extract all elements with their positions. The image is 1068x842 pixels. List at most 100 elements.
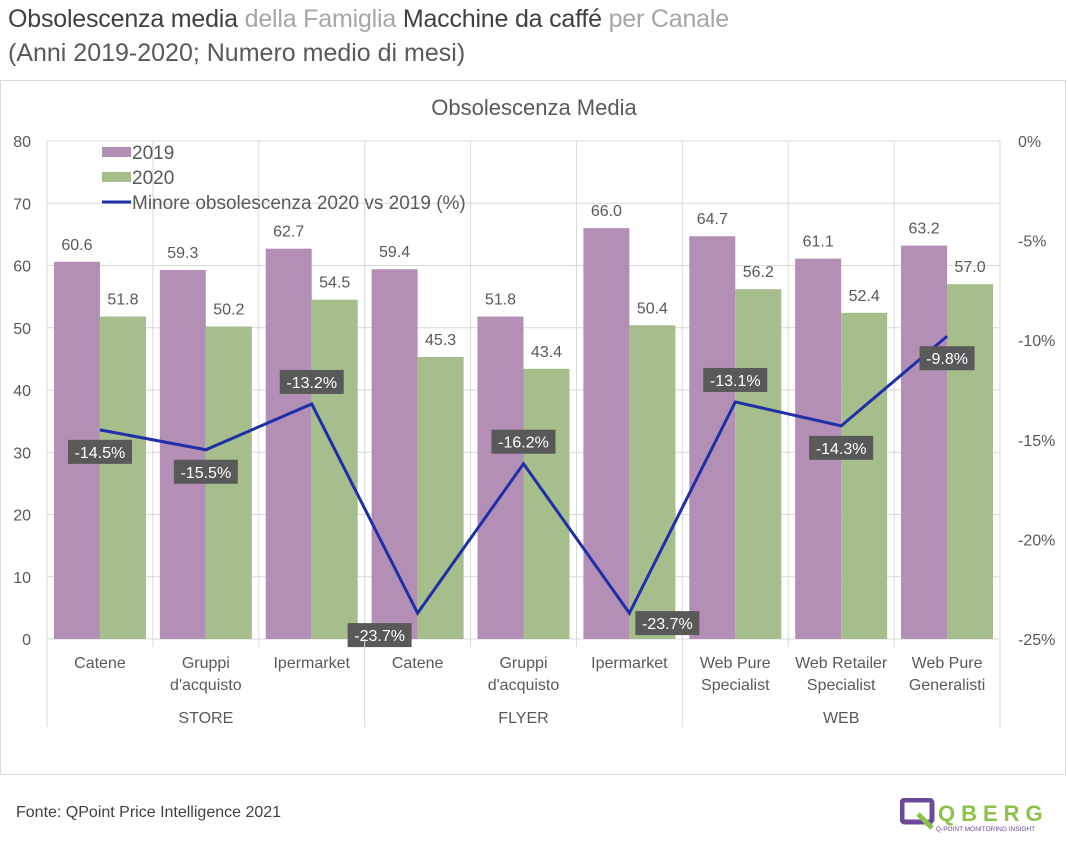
bar-label-2019: 63.2 bbox=[908, 221, 939, 238]
bar-2019 bbox=[265, 248, 312, 639]
bar-2019 bbox=[371, 269, 418, 639]
y-left-tick-label: 20 bbox=[13, 508, 31, 525]
bar-label-2020: 57.0 bbox=[954, 259, 985, 276]
line-label-box bbox=[173, 459, 238, 484]
legend-label-2019: 2019 bbox=[132, 143, 174, 164]
category-label: Catene bbox=[392, 655, 444, 672]
bar-label-2020: 56.2 bbox=[743, 264, 774, 281]
bar-2020 bbox=[311, 299, 358, 639]
title-part: Macchine da caffé bbox=[402, 5, 602, 33]
legend-label-line: Minore obsolescenza 2020 vs 2019 (%) bbox=[132, 193, 466, 214]
line-label-box bbox=[635, 611, 700, 636]
bar-2020 bbox=[841, 312, 888, 639]
category-label: Specialist bbox=[701, 677, 770, 694]
bar-2019 bbox=[901, 245, 948, 639]
bar-2020 bbox=[947, 284, 994, 639]
title-part: per Canale bbox=[601, 5, 730, 33]
line-label: -14.3% bbox=[816, 441, 867, 458]
line-label-box bbox=[809, 435, 874, 460]
title-part: Obsolescenza media bbox=[8, 5, 238, 33]
y-left-tick-label: 70 bbox=[13, 196, 31, 213]
logo-text: QBERG bbox=[938, 801, 1049, 826]
bar-labels: 60.6 51.8 59.3 50.2 62.7 54.5 59.4 45.3 51.8 43.4… bbox=[61, 203, 985, 361]
line-label: -15.5% bbox=[180, 465, 231, 482]
category-label: Web Pure bbox=[700, 655, 771, 672]
bar-label-2019: 62.7 bbox=[273, 224, 304, 241]
bar-2020 bbox=[523, 368, 570, 639]
line-label: -16.2% bbox=[498, 435, 549, 452]
y-right-tick-label: -10% bbox=[1018, 333, 1055, 350]
line-label: -23.7% bbox=[642, 616, 693, 633]
line-label: -13.2% bbox=[286, 375, 337, 392]
legend-swatch-2020 bbox=[102, 172, 131, 182]
y-left-tick-label: 10 bbox=[13, 570, 31, 587]
line-label: -23.7% bbox=[354, 628, 405, 645]
category-label: d'acquisto bbox=[488, 677, 560, 694]
bar-label-2020: 45.3 bbox=[425, 332, 456, 349]
category-label: Catene bbox=[74, 655, 126, 672]
y-left-tick-label: 40 bbox=[13, 383, 31, 400]
bar-label-2020: 54.5 bbox=[319, 275, 350, 292]
group-label: FLYER bbox=[498, 710, 548, 727]
bar-label-2019: 61.1 bbox=[803, 234, 834, 251]
category-label: Gruppi bbox=[182, 655, 230, 672]
category-label: d'acquisto bbox=[170, 677, 242, 694]
page-subtitle: (Anni 2019-2020; Numero medio di mesi) bbox=[8, 39, 466, 67]
chart-title: Obsolescenza Media bbox=[431, 95, 637, 120]
category-label: Web Pure bbox=[912, 655, 983, 672]
category-label: Generalisti bbox=[909, 677, 985, 694]
group-label: STORE bbox=[178, 710, 233, 727]
bar-2020 bbox=[417, 357, 464, 639]
logo-tagline: Q-POINT MONITORING INSIGHT bbox=[936, 826, 1035, 833]
line-label: -14.5% bbox=[75, 445, 126, 462]
title-part: della Famiglia bbox=[237, 5, 403, 33]
bar-2019 bbox=[689, 236, 736, 639]
line-label-box bbox=[919, 346, 975, 371]
y-left-tick-label: 80 bbox=[13, 134, 31, 151]
category-label: Web Retailer bbox=[795, 655, 888, 672]
bar-label-2019: 51.8 bbox=[485, 292, 516, 309]
y-left-tick-label: 50 bbox=[13, 321, 31, 338]
y-left-tick-label: 30 bbox=[13, 445, 31, 462]
bar-2019 bbox=[477, 316, 524, 639]
bar-label-2019: 59.3 bbox=[167, 245, 198, 262]
source-note: Fonte: QPoint Price Intelligence 2021 bbox=[16, 804, 282, 821]
y-left-tick-label: 60 bbox=[13, 259, 31, 276]
line-label-box bbox=[279, 369, 344, 394]
qberg-logo: QBERG Q-POINT MONITORING INSIGHT bbox=[900, 798, 1049, 833]
y-right-tick-label: -15% bbox=[1018, 433, 1055, 450]
y-left-tick-label: 0 bbox=[22, 632, 31, 649]
line-label-box bbox=[347, 623, 412, 648]
line-label-box bbox=[703, 367, 768, 392]
bar-label-2019: 59.4 bbox=[379, 244, 410, 261]
bar-label-2020: 50.2 bbox=[213, 302, 244, 319]
y-right-tick-label: 0% bbox=[1018, 134, 1041, 151]
bar-label-2019: 60.6 bbox=[61, 237, 92, 254]
bar-2020 bbox=[99, 316, 146, 639]
legend: 2019 2020 Minore obsolescenza 2020 vs 2019… bbox=[100, 143, 466, 214]
bar-label-2020: 52.4 bbox=[849, 288, 880, 305]
line-label-box bbox=[67, 439, 132, 464]
legend-label-2020: 2020 bbox=[132, 168, 174, 189]
group-label: WEB bbox=[823, 710, 859, 727]
bar-label-2020: 43.4 bbox=[531, 344, 562, 361]
line-label: -9.8% bbox=[926, 351, 968, 368]
bar-2020 bbox=[629, 325, 676, 639]
bar-2019 bbox=[583, 228, 630, 639]
bar-2020 bbox=[735, 289, 782, 639]
bar-label-2019: 64.7 bbox=[697, 211, 728, 228]
bar-2019 bbox=[159, 269, 206, 639]
axes: 0 10 20 30 40 50 60 70 80 0% -5% -10% -15% -20% -25% ST… bbox=[13, 134, 1055, 727]
bar-label-2020: 51.8 bbox=[107, 292, 138, 309]
category-label: Ipermarket bbox=[591, 655, 668, 672]
category-label: Gruppi bbox=[499, 655, 547, 672]
category-label: Ipermarket bbox=[273, 655, 350, 672]
page-title: Obsolescenza media della Famiglia Macchi… bbox=[8, 2, 729, 36]
legend-swatch-2019 bbox=[102, 147, 131, 157]
y-right-tick-label: -20% bbox=[1018, 532, 1055, 549]
line-series: -14.5% -15.5% -13.2% -23.7% -16.2% -23.7% -13.… bbox=[67, 335, 975, 648]
y-right-tick-label: -25% bbox=[1018, 632, 1055, 649]
bar-label-2019: 66.0 bbox=[591, 203, 622, 220]
category-label: Specialist bbox=[807, 677, 876, 694]
